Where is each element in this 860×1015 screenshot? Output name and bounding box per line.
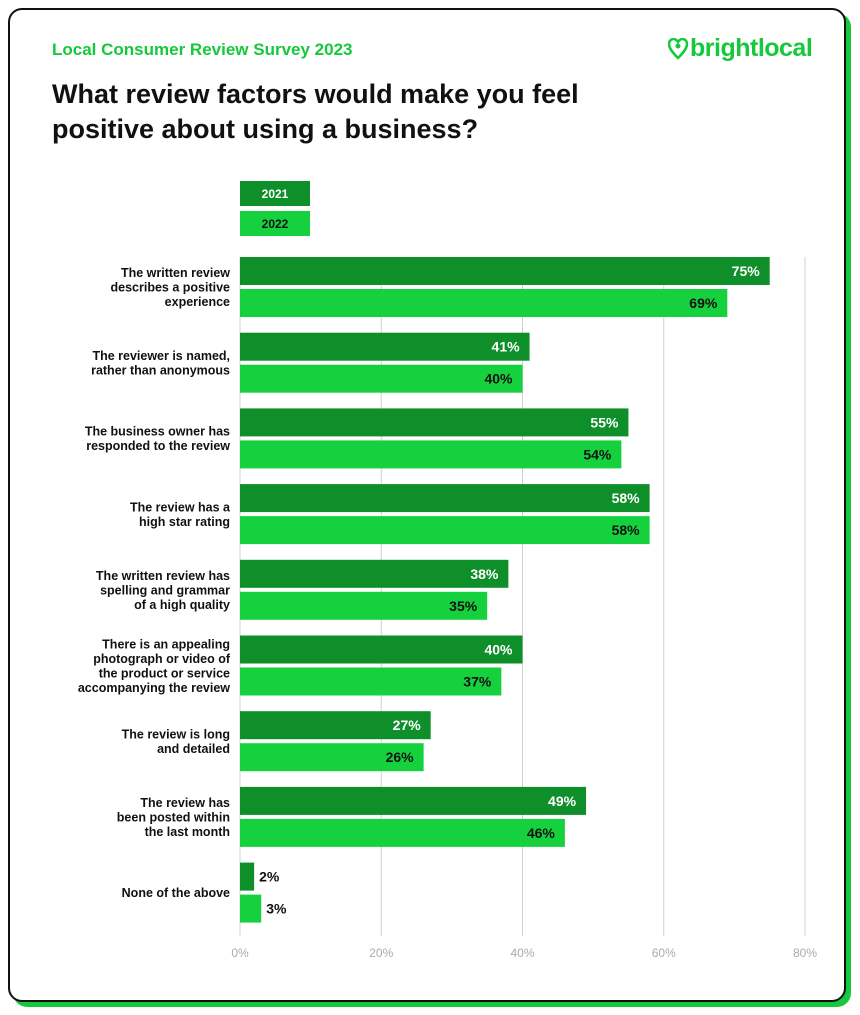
x-tick-label: 20% [369,946,393,960]
category-label: There is an appealing [102,637,230,651]
data-label: 2% [259,869,280,885]
bar-2021 [240,257,770,285]
bar-2022 [240,667,502,696]
category-label: of a high quality [134,598,230,612]
x-tick-label: 0% [231,946,249,960]
category-label: photograph or video of [93,652,231,666]
x-tick-label: 60% [652,946,676,960]
category-label: accompanying the review [78,681,230,695]
category-label: the last month [145,825,230,839]
data-label: 38% [470,566,499,582]
brightlocal-logo: brightlocal [668,34,813,63]
legend-2021: 2021 [240,181,310,206]
data-label: 40% [484,371,513,387]
x-tick-label: 40% [510,946,534,960]
bar-2022 [240,289,728,317]
bar-2022 [240,818,565,847]
legend-2022: 2022 [240,211,310,236]
category-label: experience [165,295,230,309]
x-tick-label: 80% [793,946,817,960]
logo-text: brightlocal [690,34,813,62]
category-label: The business owner has [85,425,230,439]
bar-2021 [240,332,530,361]
bar-2022 [240,743,424,772]
category-label: The review has a [130,500,231,514]
category-label: and detailed [157,742,230,756]
category-label: The review has [140,796,230,810]
data-label: 46% [527,825,556,841]
data-label: 75% [732,263,761,279]
data-label: 58% [612,522,641,538]
data-label: 55% [590,414,619,430]
heart-pin-icon [668,37,688,60]
category-label: the product or service [99,666,230,680]
bar-2022 [240,440,622,469]
category-label: responded to the review [86,439,230,453]
bar-2021 [240,408,629,437]
category-label: high star rating [139,515,230,529]
survey-subtitle: Local Consumer Review Survey 2023 [52,40,353,59]
bar-2021 [240,711,431,740]
category-label: The reviewer is named, [92,349,230,363]
data-label: 54% [583,446,612,462]
bar-2022 [240,516,650,545]
data-label: 26% [386,749,415,765]
category-label: been posted within [117,810,230,824]
category-label: rather than anonymous [91,363,230,377]
data-label: 41% [492,339,521,355]
data-label: 69% [689,295,718,311]
chart-title: What review factors would make you feel … [52,79,579,144]
category-label: The written review has [96,569,230,583]
data-label: 35% [449,598,478,614]
bar-2022 [240,591,488,620]
category-label: The written review [121,266,230,280]
bar-2021 [240,786,587,815]
data-label: 40% [484,642,513,658]
data-label: 27% [393,717,422,733]
data-label: 37% [463,674,492,690]
category-label: spelling and grammar [100,583,230,597]
category-label: describes a positive [110,281,230,295]
bar-2021 [240,862,255,891]
category-label: None of the above [122,886,230,900]
category-label: The review is long [122,727,230,741]
bar-2022 [240,894,262,923]
bar-2021 [240,635,523,664]
data-label: 3% [266,901,287,917]
bar-2021 [240,484,650,513]
bar-2021 [240,559,509,588]
bar-2022 [240,364,523,393]
data-label: 58% [612,490,641,506]
data-label: 49% [548,793,577,809]
